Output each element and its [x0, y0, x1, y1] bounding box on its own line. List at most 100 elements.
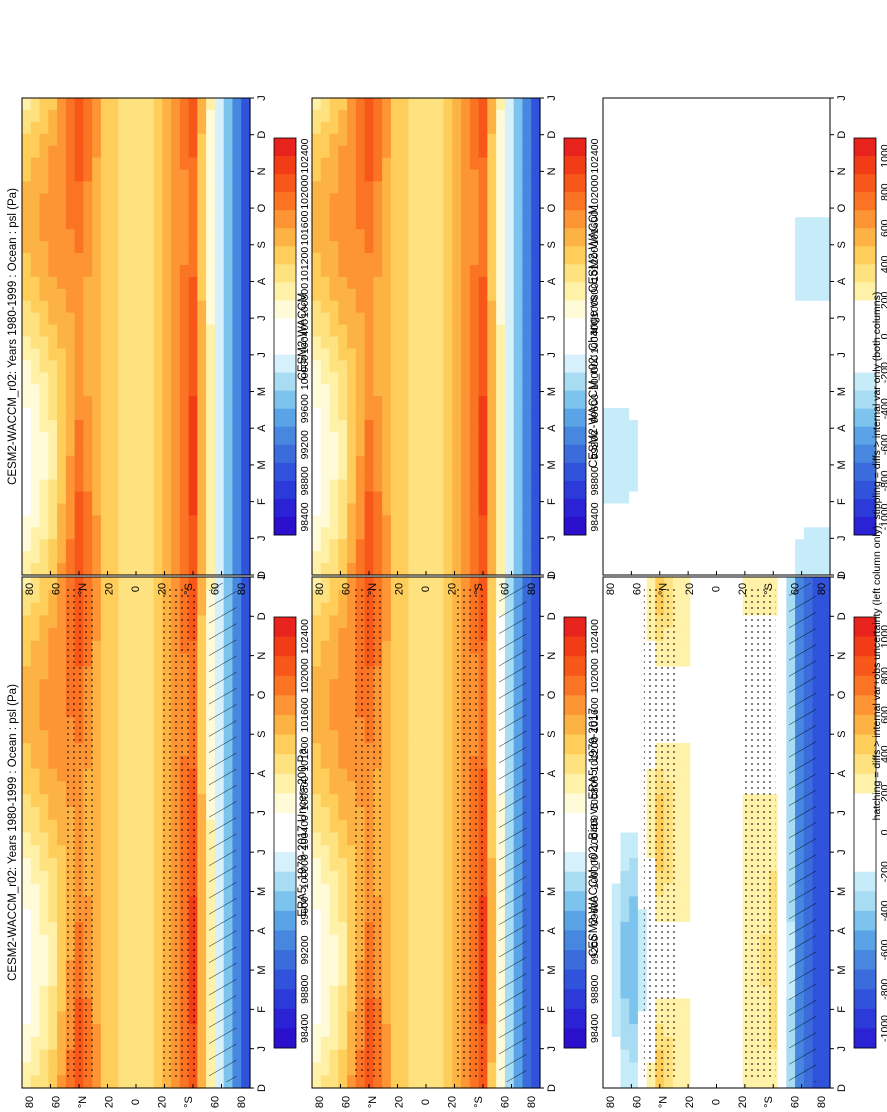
- heatmap-cell: [22, 419, 32, 433]
- heatmap-cell: [382, 133, 392, 147]
- heatmap-cell: [206, 145, 216, 159]
- heatmap-cell: [329, 1075, 339, 1089]
- heatmap-cell: [197, 217, 207, 230]
- heatmap-cell: [417, 870, 427, 885]
- heatmap-cell: [57, 229, 67, 242]
- heatmap-cell: [531, 98, 541, 111]
- heatmap-cell: [100, 934, 111, 949]
- heatmap-cell: [364, 384, 374, 397]
- heatmap-cell: [478, 169, 488, 183]
- heatmap-cell: [100, 819, 111, 834]
- heatmap-cell: [57, 312, 67, 326]
- heatmap-cell: [390, 832, 401, 846]
- heatmap-cell: [531, 1036, 541, 1051]
- heatmap-cell: [699, 896, 709, 910]
- heatmap-cell: [426, 396, 436, 409]
- heatmap-cell: [329, 157, 339, 171]
- heatmap-cell: [144, 396, 155, 409]
- heatmap-cell: [725, 845, 735, 859]
- heatmap-cell: [487, 515, 497, 528]
- heatmap-cell: [611, 602, 622, 616]
- heatmap-cell: [531, 768, 541, 783]
- heatmap-cell: [320, 109, 331, 123]
- heatmap-cell: [241, 324, 251, 338]
- heatmap-cell: [232, 157, 242, 171]
- heatmap-cell: [355, 181, 366, 195]
- heatmap-cell: [153, 563, 163, 576]
- heatmap-cell: [382, 666, 392, 680]
- heatmap-cell: [136, 336, 146, 350]
- heatmap-cell: [408, 832, 418, 846]
- heatmap-cell: [144, 181, 155, 195]
- heatmap-cell: [716, 985, 726, 1000]
- heatmap-cell: [496, 145, 506, 159]
- heatmap-cell: [707, 730, 718, 744]
- heatmap-cell: [179, 276, 190, 290]
- heatmap-cell: [22, 909, 32, 923]
- heatmap-cell: [109, 98, 120, 111]
- heatmap-cell: [629, 845, 639, 859]
- heatmap-cell: [118, 217, 128, 230]
- heatmap-cell: [461, 109, 471, 123]
- heatmap-cell: [355, 443, 366, 457]
- heatmap-cell: [504, 205, 515, 218]
- heatmap-cell: [127, 551, 137, 564]
- heatmap-cell: [620, 909, 630, 923]
- heatmap-cell: [197, 253, 207, 266]
- heatmap-cell: [382, 300, 392, 314]
- heatmap-cell: [478, 336, 488, 350]
- heatmap-cell: [197, 883, 207, 897]
- heatmap-cell: [452, 396, 462, 409]
- heatmap-cell: [57, 628, 67, 642]
- heatmap-cell: [92, 205, 102, 218]
- heatmap-cell: [522, 947, 532, 961]
- heatmap-cell: [22, 679, 32, 693]
- heatmap-cell: [390, 806, 401, 821]
- heatmap-cell: [127, 360, 137, 373]
- heatmap-cell: [171, 324, 181, 338]
- heatmap-cell: [144, 419, 155, 433]
- heatmap-cell: [522, 870, 532, 885]
- heatmap-cell: [487, 109, 497, 123]
- heatmap-cell: [417, 615, 427, 629]
- heatmap-cell: [681, 883, 691, 897]
- heatmap-cell: [188, 229, 198, 242]
- heatmap-cell: [48, 781, 58, 795]
- month-label: D: [256, 1084, 268, 1092]
- heatmap-cell: [39, 408, 49, 421]
- heatmap-cell: [136, 1024, 146, 1038]
- heatmap-cell: [452, 348, 462, 361]
- heatmap-cell: [373, 348, 383, 361]
- heatmap-cell: [232, 181, 242, 195]
- heatmap-cell: [92, 360, 102, 373]
- heatmap-cell: [531, 666, 541, 680]
- heatmap-cell: [637, 640, 648, 655]
- heatmap-cell: [48, 109, 58, 123]
- heatmap-cell: [206, 324, 216, 338]
- heatmap-cell: [100, 563, 111, 576]
- heatmap-cell: [487, 360, 497, 373]
- heatmap-cell: [716, 640, 726, 655]
- heatmap-cell: [373, 312, 383, 326]
- heatmap-cell: [100, 947, 111, 961]
- heatmap-cell: [153, 431, 163, 445]
- heatmap-cell: [22, 781, 32, 795]
- heatmap-cell: [74, 217, 84, 230]
- heatmap-cell: [57, 491, 67, 505]
- heatmap-cell: [390, 947, 401, 961]
- heatmap-cell: [48, 973, 58, 987]
- heatmap-cell: [373, 324, 383, 338]
- heatmap-cell: [57, 157, 67, 171]
- heatmap-cell: [382, 602, 392, 616]
- heatmap-cell: [127, 985, 137, 1000]
- heatmap-cell: [373, 372, 383, 385]
- heatmap-cell: [144, 691, 155, 706]
- heatmap-cell: [30, 666, 41, 680]
- heatmap-cell: [373, 431, 383, 445]
- heatmap-cell: [39, 909, 49, 923]
- heatmap-cell: [30, 1075, 41, 1089]
- heatmap-cell: [22, 324, 32, 338]
- heatmap-cell: [179, 431, 190, 445]
- heatmap-cell: [426, 845, 436, 859]
- heatmap-cell: [522, 806, 532, 821]
